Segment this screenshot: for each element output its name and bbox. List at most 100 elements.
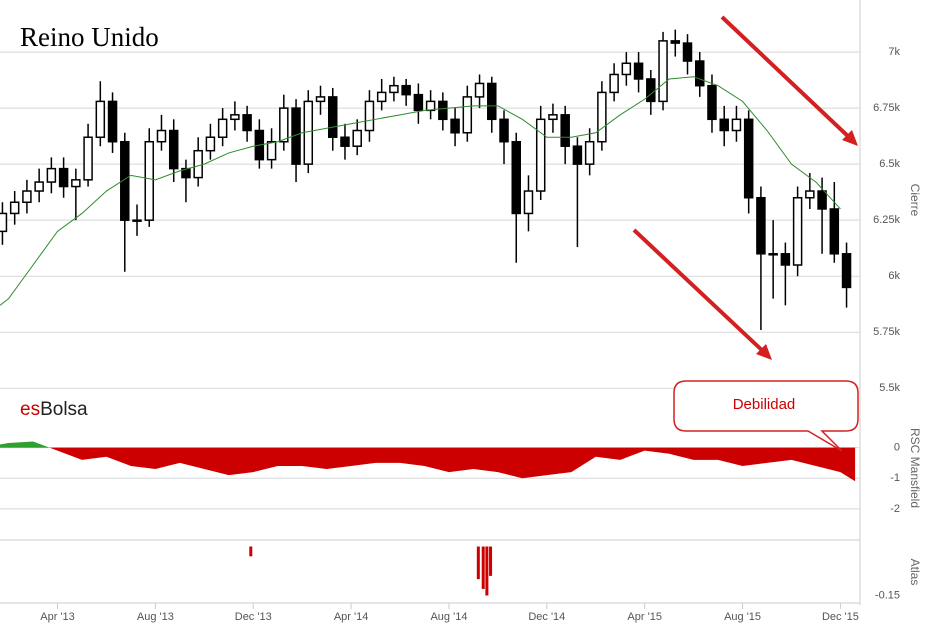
candle-body: [499, 118, 509, 143]
candle-body: [621, 62, 632, 76]
candle-body: [205, 136, 216, 152]
x-tick-label: Apr '14: [334, 611, 369, 623]
candle-body: [327, 96, 338, 138]
y-tick-label: 6k: [888, 270, 900, 282]
y-tick-label: 7k: [888, 46, 900, 58]
y-tick-label: -2: [890, 503, 900, 515]
candle-body: [315, 96, 326, 103]
arrow: [632, 228, 768, 356]
y-axis-title: Atlas: [908, 559, 922, 586]
candle-body: [168, 129, 179, 170]
candle-body: [389, 84, 399, 94]
y-axis-title: Cierre: [908, 184, 922, 217]
candle-body: [535, 118, 546, 192]
candle-body: [817, 190, 827, 210]
candle-body: [401, 84, 411, 96]
x-tick-label: Aug '13: [137, 611, 174, 623]
candle-body: [438, 100, 448, 121]
y-tick-label: 5.75k: [873, 326, 900, 338]
candle-body: [523, 190, 534, 215]
x-tick-label: Apr '15: [627, 611, 662, 623]
candle-body: [646, 78, 656, 103]
arrow: [720, 15, 854, 142]
mansfield-area: [0, 441, 856, 482]
candle-body: [83, 136, 93, 181]
x-tick-label: Aug '15: [724, 611, 761, 623]
candle-body: [743, 118, 754, 199]
arrow-head: [756, 344, 772, 360]
candle-body: [425, 100, 436, 112]
y-tick-label: -0.15: [875, 589, 900, 601]
bar: [489, 546, 493, 576]
candle-body: [805, 190, 815, 199]
candle-body: [193, 149, 203, 179]
candle-body: [181, 167, 191, 179]
candle-body: [670, 40, 681, 44]
candle-body: [560, 114, 570, 147]
candle-body: [132, 219, 142, 222]
candle-body: [376, 91, 387, 103]
candle-body: [0, 212, 8, 233]
bar: [481, 546, 485, 589]
candle-body: [364, 100, 375, 132]
y-axis-title: RSC Mansfield: [908, 428, 922, 508]
candle-body: [572, 145, 583, 165]
candle-body: [71, 179, 81, 188]
x-tick-label: Dec '14: [528, 611, 565, 623]
logo-prefix: es: [20, 399, 40, 420]
chart-title: Reino Unido: [20, 22, 159, 52]
x-tick-label: Apr '13: [40, 611, 75, 623]
y-tick-label: 6.5k: [879, 158, 900, 170]
candle-body: [58, 167, 69, 188]
candle-body: [756, 197, 766, 255]
candle-body: [413, 93, 424, 112]
candle-body: [511, 140, 521, 215]
candle-body: [95, 100, 106, 138]
candle-body: [658, 40, 668, 103]
candle-body: [487, 82, 497, 121]
candle-body: [584, 140, 595, 165]
candle-body: [462, 96, 473, 134]
candle-body: [682, 42, 693, 62]
candle-body: [633, 62, 644, 80]
candle-body: [829, 208, 840, 255]
marks: 5.5k 5.75k 6k 6.25k 6.5k 6.75k 7k 0 -1 -2 -0.15 Apr…: [0, 29, 900, 623]
candle-body: [768, 253, 778, 256]
bar: [476, 546, 480, 580]
y-tick-label: 6.25k: [873, 214, 900, 226]
candle-body: [707, 84, 717, 121]
y-tick-label: -1: [890, 472, 900, 484]
logo: esBolsa: [20, 399, 88, 420]
candle-body: [548, 114, 558, 121]
candle-body: [279, 107, 289, 143]
candle-body: [34, 181, 44, 192]
candle-body: [719, 118, 729, 132]
candle-body: [120, 140, 130, 221]
candle-body: [792, 197, 803, 266]
candle-body: [107, 100, 118, 143]
candle-body: [266, 140, 277, 161]
candle-body: [450, 118, 460, 134]
x-tick-label: Dec '13: [235, 611, 272, 623]
y-tick-label: 5.5k: [879, 382, 900, 394]
candle-body: [340, 136, 350, 147]
candle-body: [46, 167, 57, 183]
candle-body: [303, 100, 314, 165]
candle-body: [22, 190, 32, 203]
bar: [249, 546, 253, 557]
callout: [673, 380, 859, 452]
y-tick-label: 0: [894, 441, 900, 453]
bar: [485, 546, 489, 596]
candle-body: [9, 201, 20, 215]
moving-average: [0, 76, 841, 306]
y-tick-label: 6.75k: [873, 102, 900, 114]
candle-body: [156, 129, 167, 143]
candle-body: [217, 118, 228, 138]
candle-body: [474, 82, 485, 98]
candle-body: [841, 253, 852, 289]
callout-text: Debilidad: [733, 396, 796, 413]
arrow-head: [842, 130, 858, 146]
candle-body: [352, 129, 362, 147]
candle-body: [731, 118, 742, 132]
